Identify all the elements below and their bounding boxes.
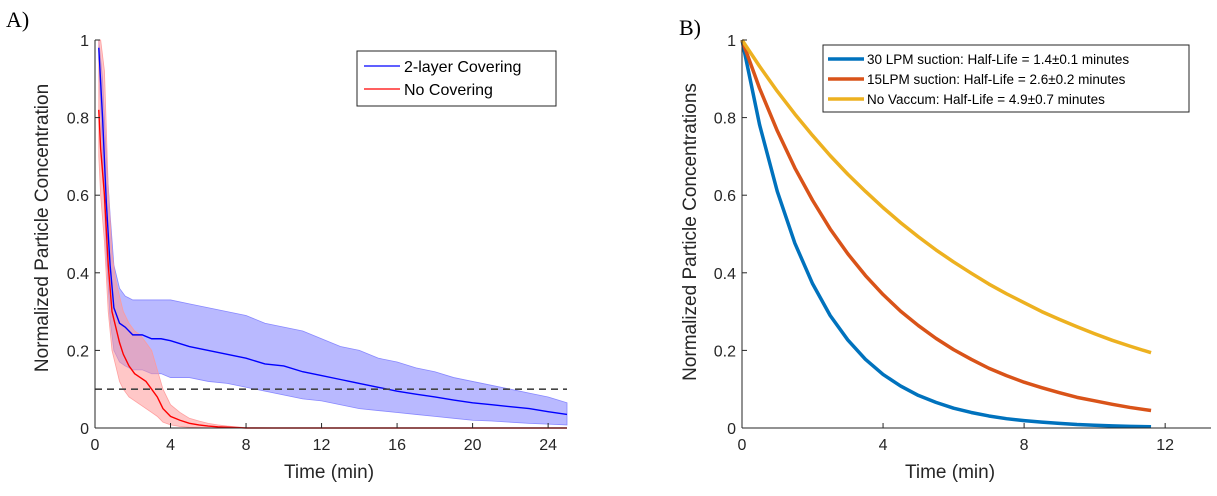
panel-a-y-tick-label: 0.8 xyxy=(67,111,89,128)
panel-b-chart: 0 4 8 12 0 0.2 0.4 0.6 0.8 1 xyxy=(714,33,1211,454)
panel-b-x-tick-label: 4 xyxy=(879,437,888,454)
panel-a-xlabel: Time (min) xyxy=(284,462,374,483)
panel-a-y-tick-label: 1 xyxy=(80,33,89,50)
panel-b-legend-box xyxy=(822,44,1190,113)
panel-a-y-tick-label: 0.6 xyxy=(67,188,89,205)
panel-b-y-tick-label: 0.2 xyxy=(714,343,736,360)
panel-b-y-tick-label: 1 xyxy=(727,33,736,50)
panel-a-axes: 0 4 8 12 16 20 24 0 0.2 0.4 0.6 0.8 1 xyxy=(67,33,567,454)
panel-b-legend: 30 LPM suction: Half-Life = 1.4±0.1 minu… xyxy=(822,44,1190,113)
panel-b-label: B) xyxy=(679,15,701,40)
panel-a-x-tick-label: 4 xyxy=(166,437,175,454)
panel-a-x-tick-label: 24 xyxy=(539,437,557,454)
panel-b-xlabel: Time (min) xyxy=(905,462,995,483)
series-line-0 xyxy=(98,47,568,416)
panel-b-x-tick-label: 8 xyxy=(1020,437,1029,454)
panel-a-legend: 2-layer Covering No Covering xyxy=(356,50,557,107)
panel-b-y-tick-label: 0.8 xyxy=(714,111,736,128)
panel-b-x-tick-label: 0 xyxy=(738,437,747,454)
panel-a-y-tick-label: 0.2 xyxy=(67,343,89,360)
legend-b-entry-30lpm: 30 LPM suction: Half-Life = 1.4±0.1 minu… xyxy=(867,52,1129,67)
panel-b-ylabel: Normalized Particle Concentrations xyxy=(680,83,701,381)
legend-a-entry-2-layer: 2-layer Covering xyxy=(404,59,521,76)
panel-a-legend-box xyxy=(356,50,557,107)
panel-a-ylabel: Normalized Particle Concentration xyxy=(32,84,53,372)
panel-a-x-tick-label: 20 xyxy=(464,437,482,454)
panel-b-y-tick-label: 0.6 xyxy=(714,188,736,205)
series-line-0 xyxy=(740,39,1152,429)
panel-b-lines xyxy=(740,39,1152,429)
panel-b-axes: 0 4 8 12 0 0.2 0.4 0.6 0.8 1 xyxy=(714,33,1211,454)
panel-a-y-tick-label: 0.4 xyxy=(67,266,89,283)
legend-b-entry-no-vaccum: No Vaccum: Half-Life = 4.9±0.7 minutes xyxy=(867,92,1105,107)
panel-b-y-tick-label: 0 xyxy=(727,421,736,438)
panel-a-x-tick-label: 0 xyxy=(91,437,100,454)
panel-a-x-tick-label: 8 xyxy=(242,437,251,454)
panel-b-x-tick-label: 12 xyxy=(1156,437,1174,454)
panel-a-y-tick-label: 0 xyxy=(80,421,89,438)
panel-a-x-tick-label: 16 xyxy=(388,437,406,454)
panel-a-label: A) xyxy=(6,7,29,32)
legend-a-entry-no-covering: No Covering xyxy=(404,82,493,99)
panel-a-chart: 0 4 8 12 16 20 24 0 0.2 0.4 0.6 0.8 1 xyxy=(67,33,568,454)
panel-b-y-tick-label: 0.4 xyxy=(714,266,736,283)
panel-a-x-tick-label: 12 xyxy=(313,437,331,454)
legend-b-entry-15lpm: 15LPM suction: Half-Life = 2.6±0.2 minut… xyxy=(867,72,1126,87)
series-line-1 xyxy=(740,39,1152,413)
series-line-2 xyxy=(740,39,1152,355)
series-band-0 xyxy=(98,39,568,426)
